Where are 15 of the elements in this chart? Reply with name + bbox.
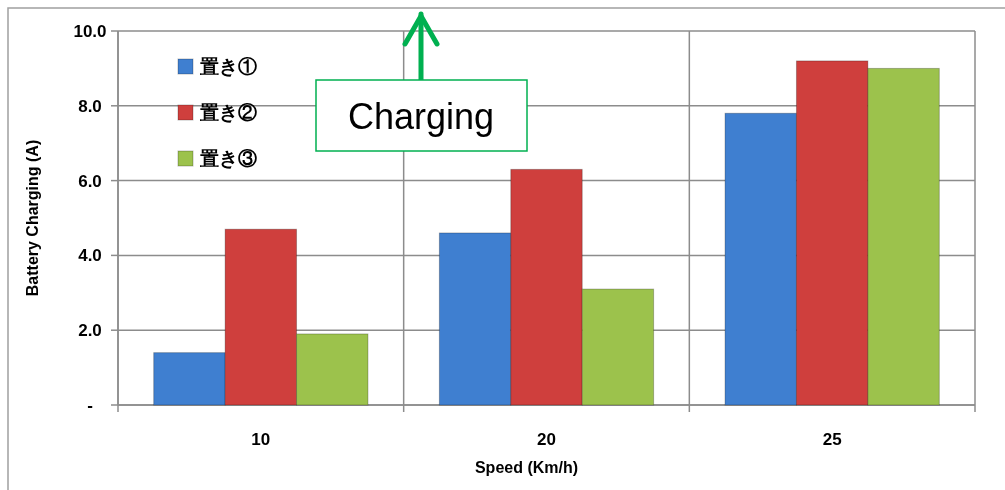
- y-axis-title: Battery Charging (A): [24, 139, 41, 297]
- x-tick-label: 25: [822, 430, 842, 449]
- y-tick-label: -: [87, 396, 93, 415]
- x-tick-label: 10: [251, 430, 271, 449]
- x-tick-label: 20: [537, 430, 556, 449]
- legend-label: 置き①: [199, 56, 257, 77]
- y-tick-label: 4.0: [78, 246, 102, 266]
- x-axis-title: Speed (Km/h): [474, 459, 579, 476]
- y-tick-label: 10.0: [73, 22, 107, 41]
- legend-label: 置き③: [199, 148, 257, 169]
- legend-label: 置き②: [199, 102, 257, 123]
- y-tick-label: 8.0: [78, 96, 102, 116]
- annotation: Charging: [347, 96, 495, 137]
- y-tick-label: 2.0: [78, 321, 102, 341]
- y-tick-label: 6.0: [78, 171, 102, 191]
